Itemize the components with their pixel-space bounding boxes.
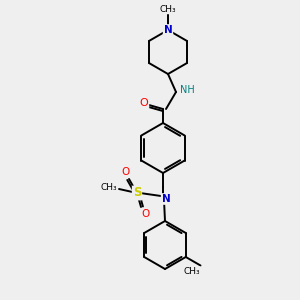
Text: O: O — [121, 167, 129, 177]
Text: CH₃: CH₃ — [183, 267, 200, 276]
Text: CH₃: CH₃ — [101, 182, 117, 191]
Text: NH: NH — [180, 85, 194, 95]
Text: O: O — [141, 209, 149, 219]
Text: O: O — [140, 98, 148, 108]
Text: N: N — [164, 25, 172, 35]
Text: S: S — [133, 187, 141, 200]
Text: CH₃: CH₃ — [160, 4, 176, 14]
Text: N: N — [162, 194, 170, 204]
